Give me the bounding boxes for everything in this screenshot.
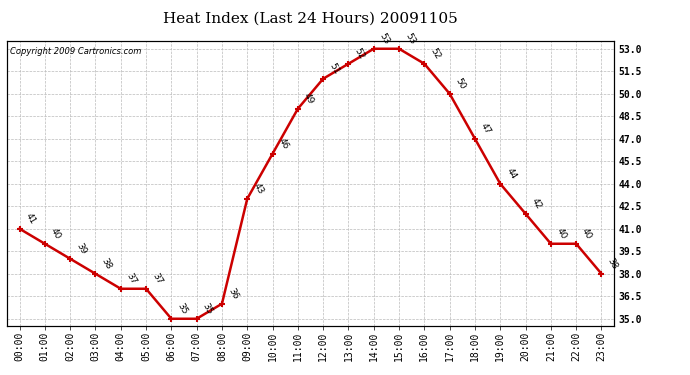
Text: 35: 35 [201,302,215,316]
Text: 43: 43 [251,182,265,196]
Text: 51: 51 [327,62,341,76]
Text: 47: 47 [479,122,493,136]
Text: Heat Index (Last 24 Hours) 20091105: Heat Index (Last 24 Hours) 20091105 [163,11,458,25]
Text: 38: 38 [606,256,619,271]
Text: 40: 40 [555,226,569,241]
Text: 52: 52 [353,46,366,61]
Text: 49: 49 [302,92,315,106]
Text: 41: 41 [23,211,37,226]
Text: 46: 46 [277,136,290,151]
Text: 37: 37 [150,272,164,286]
Text: 35: 35 [175,302,189,316]
Text: 53: 53 [403,32,417,46]
Text: 39: 39 [75,242,88,256]
Text: 37: 37 [125,272,139,286]
Text: Copyright 2009 Cartronics.com: Copyright 2009 Cartronics.com [10,47,141,56]
Text: 36: 36 [226,286,239,301]
Text: 52: 52 [428,46,442,61]
Text: 53: 53 [378,32,391,46]
Text: 38: 38 [99,256,113,271]
Text: 42: 42 [530,197,543,211]
Text: 40: 40 [49,226,63,241]
Text: 44: 44 [504,167,518,181]
Text: 50: 50 [454,76,467,91]
Text: 40: 40 [580,226,594,241]
